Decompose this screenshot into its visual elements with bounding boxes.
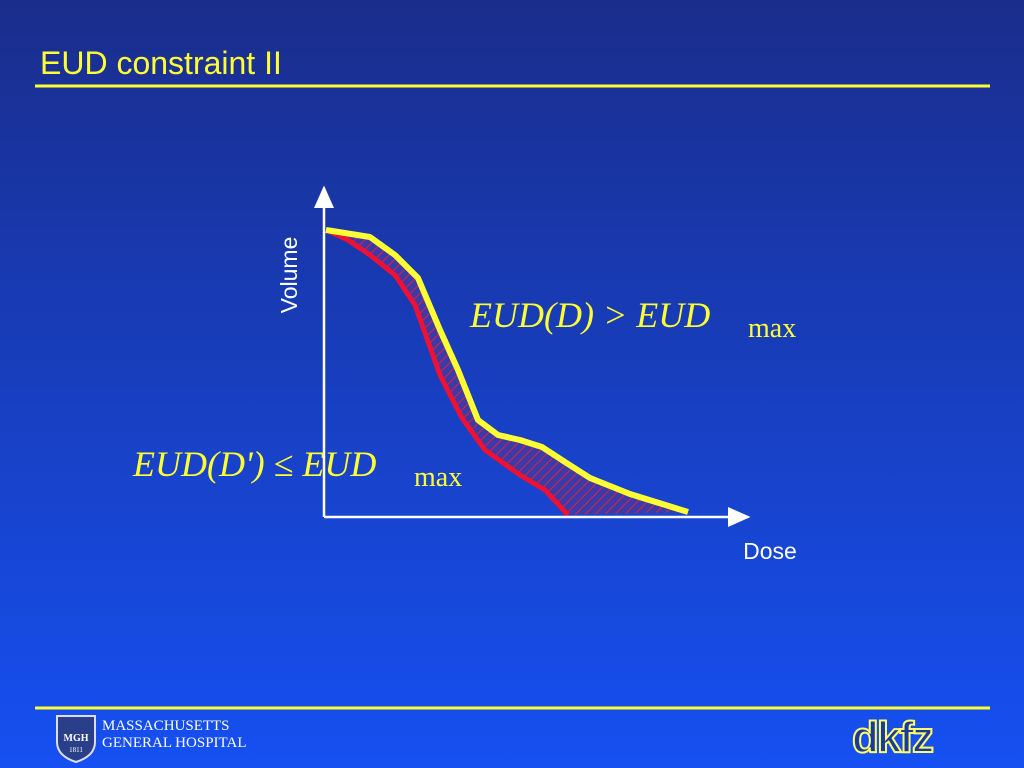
formula-subscript: max <box>414 462 462 493</box>
yellow-curve <box>325 227 689 515</box>
shield-text: MGH <box>64 733 89 744</box>
hatched-region <box>326 230 688 515</box>
formula-main: EUD(D') ≤ EUD <box>132 444 376 484</box>
slide-title: EUD constraint II <box>40 45 282 81</box>
shield-year: 1811 <box>69 746 83 754</box>
hospital-name: MASSACHUSETTS <box>102 718 230 734</box>
hospital-name: GENERAL HOSPITAL <box>102 735 247 751</box>
red-curve <box>324 227 570 517</box>
y-axis-label: Volume <box>276 237 302 314</box>
formula-subscript: max <box>748 313 796 344</box>
x-axis-label: Dose <box>743 538 797 564</box>
dkfz-logo: dkfz <box>852 713 933 762</box>
formula-main: EUD(D) > EUD <box>469 295 710 335</box>
mgh-shield <box>56 715 96 764</box>
